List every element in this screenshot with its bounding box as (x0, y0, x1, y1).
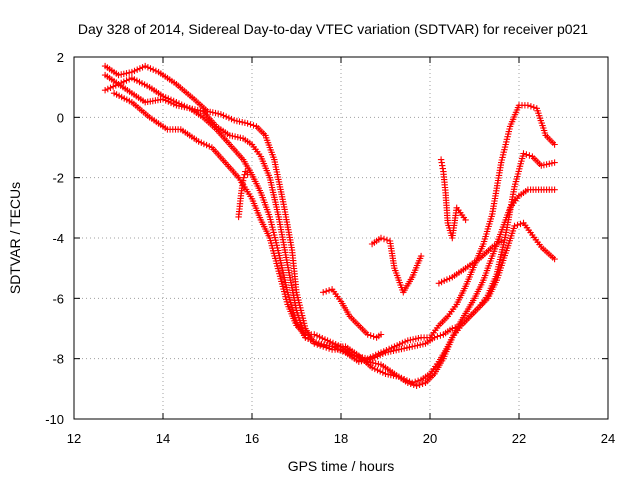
series-markers (101, 62, 558, 362)
y-tick-label: -6 (52, 291, 64, 306)
series-track-4 (110, 90, 558, 389)
series-markers (368, 234, 425, 296)
y-tick-label: 0 (57, 110, 64, 125)
series-track-1 (101, 62, 558, 362)
series-markers (437, 156, 469, 242)
series-markers (435, 237, 505, 287)
grid (74, 57, 608, 419)
series-line (371, 237, 422, 294)
chart-title: Day 328 of 2014, Sidereal Day-to-day VTE… (78, 21, 588, 37)
series-track-6 (320, 286, 385, 341)
series-line (104, 74, 555, 363)
x-tick-label: 14 (156, 431, 170, 446)
series-track-5 (235, 168, 251, 221)
series-markers (235, 168, 251, 221)
series-line (113, 92, 556, 387)
tick-labels: 12 14 16 18 20 22 24 -10 -8 -6 -4 -2 0 2 (45, 50, 615, 446)
series-markers (110, 90, 558, 389)
axis-ticks (73, 56, 609, 420)
x-tick-label: 22 (512, 431, 526, 446)
series-track-7 (368, 234, 425, 296)
y-tick-label: -10 (45, 412, 64, 427)
plot-frame (73, 56, 609, 420)
x-tick-label: 12 (67, 431, 81, 446)
x-axis-title: GPS time / hours (288, 458, 395, 474)
y-tick-label: 2 (57, 50, 64, 65)
y-tick-label: -4 (52, 231, 64, 246)
series-group (101, 62, 558, 389)
x-tick-label: 16 (245, 431, 259, 446)
series-track-8 (437, 156, 469, 242)
y-axis-title: SDTVAR / TECUs (7, 182, 23, 294)
x-tick-label: 18 (334, 431, 348, 446)
series-line (323, 288, 382, 339)
y-tick-label: -8 (52, 352, 64, 367)
x-tick-label: 24 (601, 431, 615, 446)
y-tick-label: -2 (52, 171, 64, 186)
series-track-9 (435, 237, 505, 287)
series-line (104, 65, 556, 360)
x-tick-label: 20 (423, 431, 437, 446)
series-markers (320, 286, 385, 341)
